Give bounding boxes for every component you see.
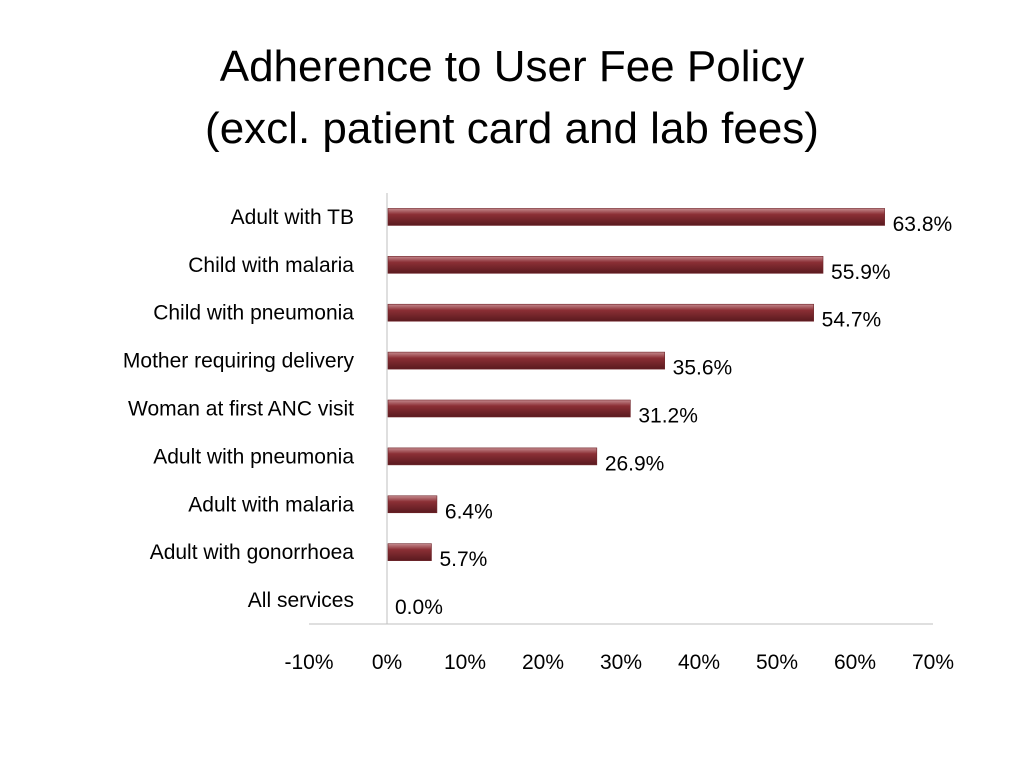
x-tick-label: 50% (756, 651, 798, 674)
value-label: 35.6% (673, 357, 733, 380)
category-label: Woman at first ANC visit (128, 398, 354, 421)
value-labels: 63.8% 55.9% 54.7% 35.6% 31.2% 26.9% 6.4% 5.7% 0.… (395, 213, 952, 619)
chart-title: Adherence to User Fee Policy (excl. pati… (0, 36, 1024, 160)
category-label: Adult with pneumonia (153, 445, 354, 468)
category-label: Adult with gonorrhoea (150, 541, 355, 564)
bar (387, 351, 665, 370)
bars (387, 208, 885, 561)
bar (387, 495, 438, 514)
category-label: Mother requiring delivery (123, 350, 355, 373)
value-label: 31.2% (638, 405, 698, 428)
category-label: All services (248, 589, 354, 612)
axes (309, 193, 933, 625)
category-label: Child with malaria (188, 254, 354, 277)
x-tick-label: 60% (834, 651, 876, 674)
value-label: 26.9% (605, 452, 665, 475)
category-labels: Adult with TB Child with malaria Child wit… (123, 206, 355, 612)
x-tick-labels: -10% 0% 10% 20% 30% 40% 50% 60% 70% (284, 651, 954, 674)
x-tick-label: 30% (600, 651, 642, 674)
bar (387, 256, 824, 274)
category-label: Child with pneumonia (153, 302, 354, 325)
chart-title-line-2: (excl. patient card and lab fees) (205, 104, 819, 153)
bar (387, 208, 885, 226)
x-tick-label: 40% (678, 651, 720, 674)
category-label: Adult with malaria (188, 493, 354, 516)
x-tick-label: 70% (912, 651, 954, 674)
value-label: 54.7% (822, 309, 882, 332)
category-label: Adult with TB (231, 206, 354, 229)
chart-title-line-1: Adherence to User Fee Policy (219, 42, 805, 91)
x-tick-label: 20% (522, 651, 564, 674)
bar (387, 399, 631, 418)
x-tick-label: 10% (444, 651, 486, 674)
value-label: 6.4% (445, 500, 493, 523)
bar (387, 303, 814, 322)
value-label: 5.7% (439, 548, 487, 571)
bar (387, 543, 432, 561)
x-tick-label: 0% (372, 651, 402, 674)
value-label: 0.0% (395, 596, 443, 619)
value-label: 63.8% (893, 213, 953, 236)
x-tick-label: -10% (284, 651, 333, 674)
value-label: 55.9% (831, 261, 891, 284)
bar (387, 447, 598, 466)
